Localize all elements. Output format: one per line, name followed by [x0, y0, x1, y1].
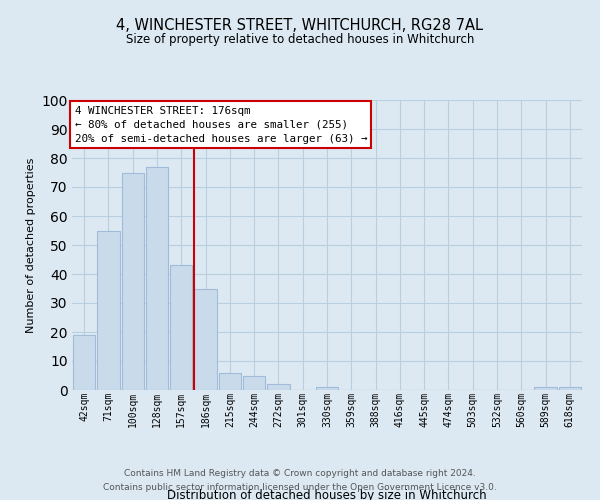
- Bar: [535, 387, 557, 390]
- Bar: [218, 372, 241, 390]
- Y-axis label: Number of detached properties: Number of detached properties: [26, 158, 36, 332]
- Bar: [73, 335, 95, 390]
- Bar: [146, 166, 168, 390]
- Text: 4 WINCHESTER STREET: 176sqm
← 80% of detached houses are smaller (255)
20% of se: 4 WINCHESTER STREET: 176sqm ← 80% of det…: [74, 106, 367, 144]
- Bar: [194, 288, 217, 390]
- Text: Size of property relative to detached houses in Whitchurch: Size of property relative to detached ho…: [126, 32, 474, 46]
- Bar: [316, 387, 338, 390]
- Bar: [243, 376, 265, 390]
- X-axis label: Distribution of detached houses by size in Whitchurch: Distribution of detached houses by size …: [167, 489, 487, 500]
- Bar: [97, 230, 119, 390]
- Bar: [122, 172, 144, 390]
- Bar: [267, 384, 290, 390]
- Text: Contains HM Land Registry data © Crown copyright and database right 2024.: Contains HM Land Registry data © Crown c…: [124, 468, 476, 477]
- Bar: [170, 266, 193, 390]
- Bar: [559, 387, 581, 390]
- Text: Contains public sector information licensed under the Open Government Licence v3: Contains public sector information licen…: [103, 484, 497, 492]
- Text: 4, WINCHESTER STREET, WHITCHURCH, RG28 7AL: 4, WINCHESTER STREET, WHITCHURCH, RG28 7…: [116, 18, 484, 32]
